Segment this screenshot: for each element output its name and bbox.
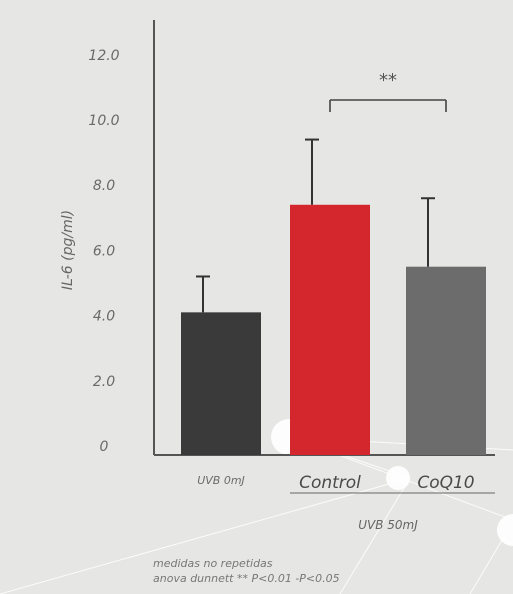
x-tick-label: UVB 0mJ bbox=[197, 474, 245, 487]
bar-uvb-0mj bbox=[181, 312, 261, 455]
bar-control bbox=[290, 205, 370, 455]
x-tick-label: Control bbox=[299, 473, 361, 493]
x-tick-label: CoQ10 bbox=[417, 473, 474, 493]
y-tick-label: 8.0 bbox=[93, 178, 115, 194]
footnote-line-2: anova dunnett ** P<0.01 -P<0.05 bbox=[153, 572, 340, 585]
footnote-line-1: medidas no repetidas bbox=[153, 557, 273, 570]
decorative-circle bbox=[386, 466, 410, 490]
significance-bracket bbox=[330, 100, 446, 112]
y-tick-label: 2.0 bbox=[93, 374, 115, 390]
decorative-circle bbox=[497, 514, 513, 546]
group-label: UVB 50mJ bbox=[358, 518, 418, 532]
y-axis-label: IL-6 (pg/ml) bbox=[60, 210, 76, 290]
y-tick-labels: 12.0 10.0 8.0 6.0 4.0 2.0 0 bbox=[88, 48, 119, 455]
y-tick-label: 12.0 bbox=[88, 48, 119, 64]
bar-coq10 bbox=[406, 267, 486, 455]
bars bbox=[181, 205, 486, 455]
x-tick-labels: UVB 0mJ Control CoQ10 bbox=[197, 473, 474, 493]
y-tick-label: 0 bbox=[100, 439, 109, 455]
significance-stars: ** bbox=[379, 70, 397, 91]
y-tick-label: 4.0 bbox=[93, 309, 115, 325]
decorative-network bbox=[0, 437, 513, 594]
y-tick-label: 10.0 bbox=[88, 113, 119, 129]
y-tick-label: 6.0 bbox=[93, 243, 115, 259]
